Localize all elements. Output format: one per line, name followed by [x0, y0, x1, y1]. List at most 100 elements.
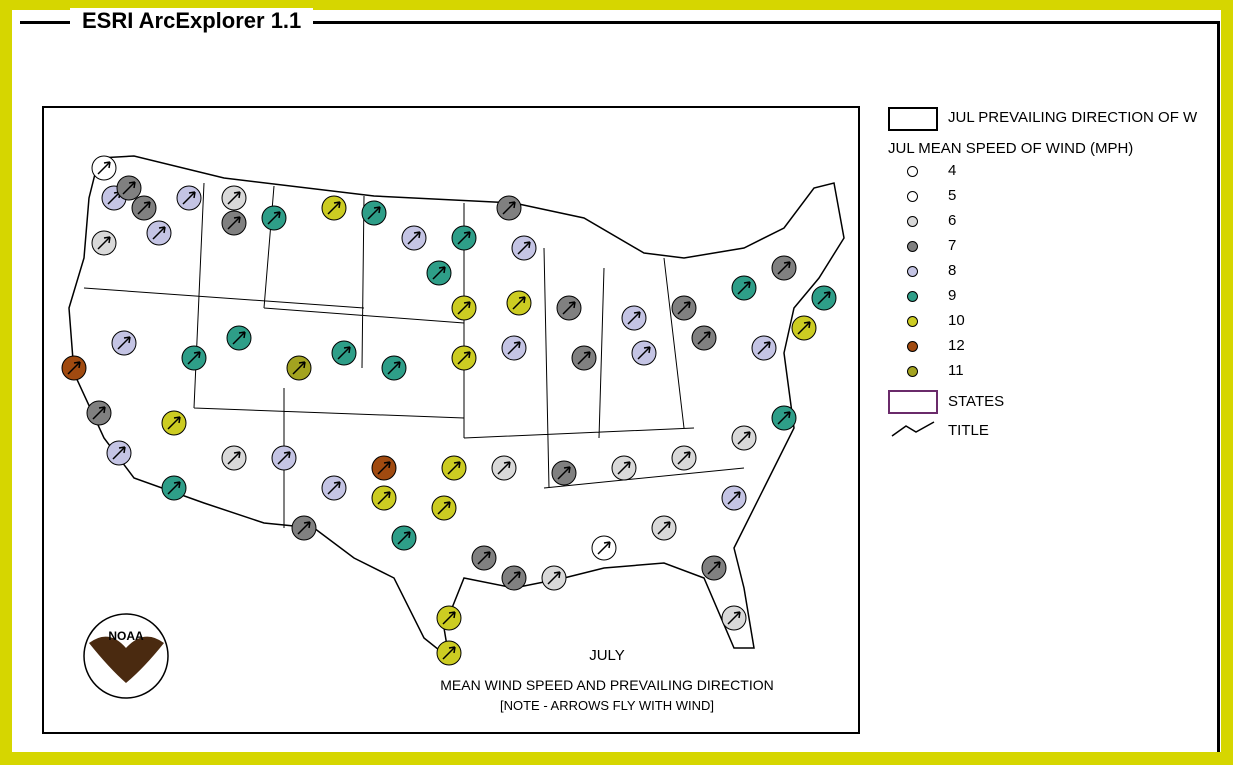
direction-symbol [888, 107, 938, 131]
class-swatch [907, 366, 918, 377]
station-arrow [457, 351, 471, 365]
class-label: 10 [948, 312, 965, 329]
station-arrow [517, 241, 531, 255]
state-lines [83, 182, 745, 528]
station-arrow [737, 281, 751, 295]
class-swatch [907, 266, 918, 277]
station-arrow [777, 411, 791, 425]
station-arrow [547, 571, 561, 585]
station-arrow [457, 301, 471, 315]
station-arrow [432, 266, 446, 280]
map-note: [NOTE - ARROWS FLY WITH WIND] [500, 698, 714, 713]
station-arrow [167, 481, 181, 495]
class-label: 4 [948, 162, 957, 179]
station-arrow [112, 446, 126, 460]
station-arrow [187, 351, 201, 365]
class-swatch [907, 166, 918, 177]
station-arrow [267, 211, 281, 225]
class-label: 9 [948, 287, 957, 304]
station-arrow [757, 341, 771, 355]
station-arrow [447, 461, 461, 475]
station-arrow [512, 296, 526, 310]
station-arrow [227, 191, 241, 205]
station-arrow [777, 261, 791, 275]
class-swatch [907, 191, 918, 202]
us-outline [68, 155, 845, 660]
station-arrow [502, 201, 516, 215]
station-arrow [677, 301, 691, 315]
station-arrow [97, 236, 111, 250]
station-arrow [397, 531, 411, 545]
station-arrow [797, 321, 811, 335]
station-arrow [327, 481, 341, 495]
class-swatch [907, 341, 918, 352]
station-arrow [817, 291, 831, 305]
station-arrow [677, 451, 691, 465]
map-image: NOAA JULY MEAN WIND SPEED AND PREVAILING… [42, 106, 860, 734]
station-arrow [562, 301, 576, 315]
station-arrow [442, 611, 456, 625]
station-arrow [327, 201, 341, 215]
station-arrow [377, 491, 391, 505]
station-arrow [707, 561, 721, 575]
station-arrow [557, 466, 571, 480]
station-arrow [377, 461, 391, 475]
class-label: 7 [948, 237, 957, 254]
class-label: 12 [948, 337, 965, 354]
stations [61, 155, 837, 666]
title-symbol [891, 421, 935, 437]
map-svg: NOAA JULY MEAN WIND SPEED AND PREVAILING… [61, 155, 845, 713]
station-arrow [457, 231, 471, 245]
station-arrow [727, 491, 741, 505]
station-arrow [597, 541, 611, 555]
class-label: 5 [948, 187, 957, 204]
legend-layer: JUL MEAN SPEED OF WIND (MPH) [888, 140, 1134, 157]
station-arrow [737, 431, 751, 445]
station-arrow [437, 501, 451, 515]
class-swatch [907, 216, 918, 227]
station-arrow [122, 181, 136, 195]
station-arrow [232, 331, 246, 345]
station-arrow [507, 341, 521, 355]
station-arrow [182, 191, 196, 205]
station-arrow [497, 461, 511, 475]
station-arrow [697, 331, 711, 345]
logo-bird [89, 636, 164, 683]
station-arrow [137, 201, 151, 215]
station-arrow [367, 206, 381, 220]
station-arrow [92, 406, 106, 420]
station-arrow [297, 521, 311, 535]
legend: JUL PREVAILING DIRECTION OF W JUL MEAN S… [886, 104, 1217, 464]
map-month: JULY [589, 647, 625, 664]
station-arrow [617, 461, 631, 475]
station-arrow [97, 161, 111, 175]
class-label: 6 [948, 212, 957, 229]
frame [20, 21, 1220, 24]
logo-text: NOAA [108, 629, 144, 643]
station-arrow [637, 346, 651, 360]
station-arrow [227, 451, 241, 465]
class-swatch [907, 291, 918, 302]
station-arrow [407, 231, 421, 245]
legend-layer: STATES [948, 393, 1005, 410]
station-arrow [477, 551, 491, 565]
legend-layer: TITLE [948, 422, 989, 439]
station-arrow [117, 336, 131, 350]
frame [1217, 21, 1220, 752]
legend-layer: JUL PREVAILING DIRECTION OF W [948, 109, 1198, 126]
station-arrow [727, 611, 741, 625]
station-arrow [292, 361, 306, 375]
station-arrow [277, 451, 291, 465]
class-swatch [907, 241, 918, 252]
station-arrow [442, 646, 456, 660]
states-symbol [888, 390, 938, 414]
station-arrow [337, 346, 351, 360]
station-arrow [227, 216, 241, 230]
station-arrow [627, 311, 641, 325]
class-label: 11 [948, 362, 964, 379]
class-label: 8 [948, 262, 957, 279]
map-caption: MEAN WIND SPEED AND PREVAILING DIRECTION [440, 677, 773, 693]
station-arrow [387, 361, 401, 375]
station-arrow [657, 521, 671, 535]
